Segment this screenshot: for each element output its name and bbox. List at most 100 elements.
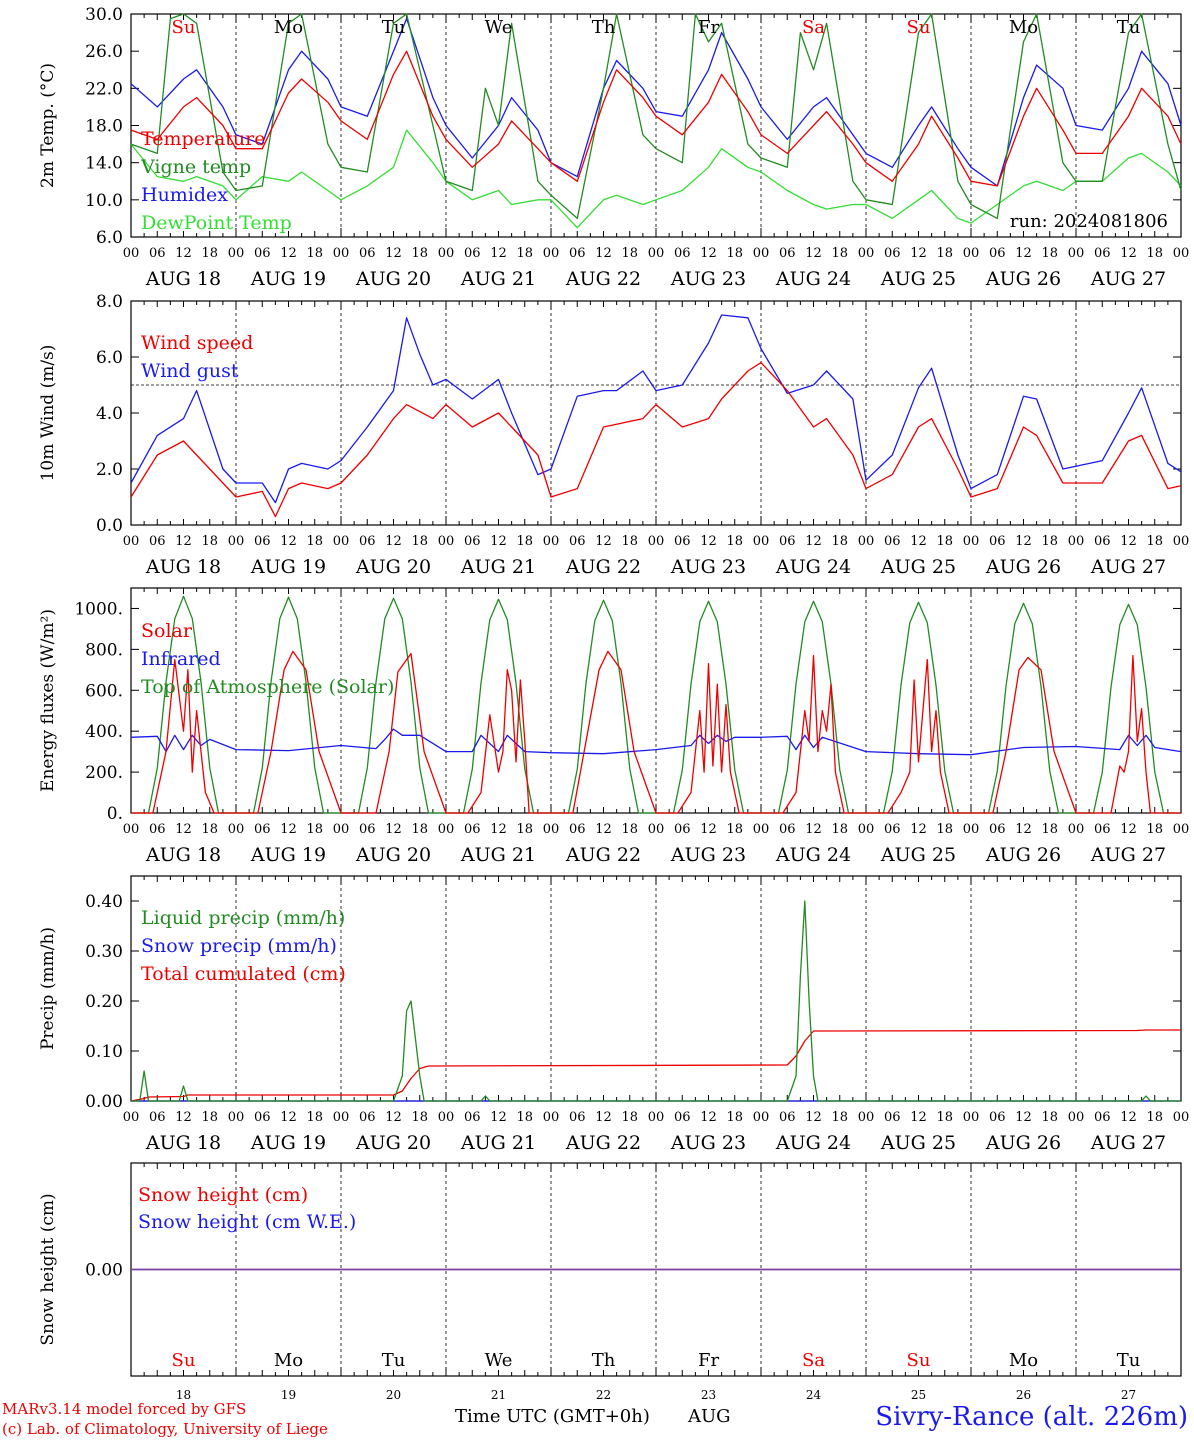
x-hour-label: 12 [385, 534, 402, 549]
x-hour-label: 00 [1068, 1110, 1085, 1125]
x-hour-label: 06 [1094, 1110, 1111, 1125]
x-hour-label: 06 [359, 1110, 376, 1125]
x-hour-label: 12 [175, 534, 192, 549]
x-hour-label: 00 [543, 246, 560, 261]
x-date-label: AUG 26 [985, 556, 1061, 578]
day-of-week-label: Tu [382, 1350, 406, 1371]
x-hour-label: 06 [884, 1110, 901, 1125]
x-hour-label: 18 [831, 1110, 848, 1125]
x-hour-label: 00 [543, 822, 560, 837]
legend-entry: Wind gust [141, 360, 239, 382]
legend-entry: Snow precip (mm/h) [141, 935, 337, 957]
x-date-label: AUG 18 [145, 1132, 221, 1154]
x-hour-label: 00 [963, 1110, 980, 1125]
y-tick-label: 14.0 [85, 154, 123, 174]
x-hour-label: 18 [1041, 822, 1058, 837]
legend-entry: Liquid precip (mm/h) [141, 907, 345, 929]
series-line [130, 314, 1182, 504]
legend-entry: Snow height (cm) [138, 1184, 308, 1206]
y-tick-label: 0.0 [96, 516, 123, 536]
x-hour-label: 00 [753, 1110, 770, 1125]
x-hour-label: 00 [858, 246, 875, 261]
legend-entry: Snow height (cm W.E.) [138, 1211, 356, 1233]
legend-entry: Total cumulated (cm) [141, 963, 346, 985]
legend-entry: Humidex [141, 184, 228, 206]
x-hour-label: 06 [989, 534, 1006, 549]
x-hour-label: 00 [438, 1110, 455, 1125]
copyright-credit: (c) Lab. of Climatology, University of L… [2, 1420, 328, 1438]
day-of-week-label: We [485, 17, 513, 38]
x-hour-label: 12 [1015, 534, 1032, 549]
x-hour-label: 18 [936, 246, 953, 261]
x-hour-label: 12 [700, 534, 717, 549]
x-hour-label: 18 [516, 822, 533, 837]
day-of-week-label: Tu [1117, 17, 1141, 38]
y-tick-label: 400. [85, 722, 123, 742]
x-hour-label: 00 [963, 822, 980, 837]
x-hour-label: 12 [1120, 534, 1137, 549]
x-hour-label: 06 [779, 534, 796, 549]
x-date-label: AUG 19 [250, 844, 326, 866]
series-line [130, 361, 1182, 518]
x-hour-label: 12 [490, 1110, 507, 1125]
x-date-label: AUG 23 [670, 1132, 746, 1154]
x-hour-label: 00 [753, 246, 770, 261]
x-hour-label: 12 [910, 822, 927, 837]
x-hour-label: 12 [910, 246, 927, 261]
y-tick-label: 0.00 [85, 1092, 123, 1112]
y-tick-label: 18.0 [85, 117, 123, 137]
y-tick-label: 30.0 [85, 5, 123, 25]
x-day-number-label: 25 [911, 1388, 926, 1402]
y-tick-label: 200. [85, 763, 123, 783]
day-of-week-label: Sa [802, 1350, 825, 1371]
x-date-label: AUG 26 [985, 844, 1061, 866]
x-hour-label: 18 [516, 246, 533, 261]
x-hour-label: 00 [753, 534, 770, 549]
x-date-label: AUG 21 [460, 556, 536, 578]
y-tick-label: 6.0 [96, 228, 123, 248]
y-axis-label: Snow height (cm) [38, 1193, 58, 1345]
x-hour-label: 12 [805, 246, 822, 261]
y-tick-label: 10.0 [85, 191, 123, 211]
x-hour-label: 06 [464, 1110, 481, 1125]
x-hour-label: 12 [175, 1110, 192, 1125]
x-day-number-label: 26 [1016, 1388, 1031, 1402]
x-hour-label: 18 [1146, 1110, 1163, 1125]
x-hour-label: 06 [884, 534, 901, 549]
x-hour-label: 12 [700, 246, 717, 261]
x-hour-label: 00 [438, 246, 455, 261]
series-line [130, 13, 1182, 220]
x-hour-label: 18 [411, 822, 428, 837]
x-hour-label: 18 [621, 1110, 638, 1125]
x-hour-label: 12 [385, 822, 402, 837]
series-line [130, 50, 1182, 187]
x-hour-label: 12 [175, 822, 192, 837]
legend-entry: Solar [141, 620, 193, 642]
x-hour-label: 00 [1173, 822, 1190, 837]
x-hour-label: 00 [648, 1110, 665, 1125]
x-day-number-label: 21 [491, 1388, 506, 1402]
y-tick-label: 800. [85, 640, 123, 660]
x-hour-label: 18 [621, 246, 638, 261]
x-hour-label: 12 [385, 1110, 402, 1125]
x-hour-label: 00 [1173, 534, 1190, 549]
y-tick-label: 0.30 [85, 942, 123, 962]
x-hour-label: 18 [726, 246, 743, 261]
x-hour-label: 18 [516, 534, 533, 549]
x-date-label: AUG 25 [880, 268, 956, 290]
x-hour-label: 00 [123, 822, 140, 837]
x-hour-label: 12 [280, 246, 297, 261]
day-of-week-label: Sa [802, 17, 825, 38]
x-hour-label: 18 [726, 1110, 743, 1125]
x-date-label: AUG 24 [775, 556, 851, 578]
station-title: Sivry-Rance (alt. 226m) [875, 1402, 1188, 1432]
x-hour-label: 06 [149, 822, 166, 837]
x-hour-label: 06 [674, 1110, 691, 1125]
x-hour-label: 12 [595, 1110, 612, 1125]
x-date-label: AUG 27 [1090, 844, 1166, 866]
x-date-label: AUG 20 [355, 268, 431, 290]
x-hour-label: 12 [910, 1110, 927, 1125]
day-of-week-label: We [485, 1350, 513, 1371]
x-hour-label: 00 [753, 822, 770, 837]
x-hour-label: 06 [254, 534, 271, 549]
